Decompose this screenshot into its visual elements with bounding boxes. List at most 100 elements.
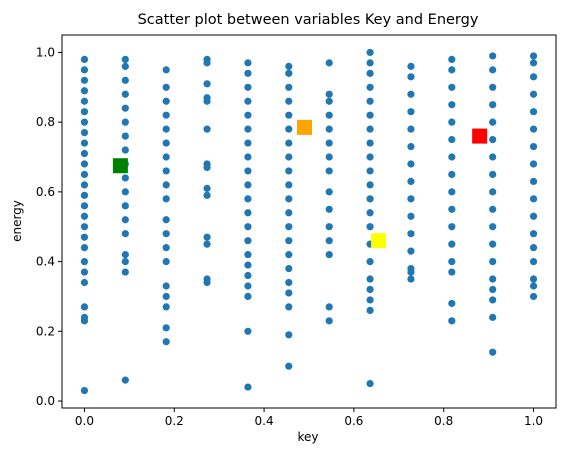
data-point — [80, 278, 89, 287]
data-point — [489, 348, 497, 356]
data-point — [121, 268, 129, 276]
data-point — [203, 184, 211, 192]
data-point — [121, 188, 129, 196]
highlight-marker — [472, 128, 488, 144]
data-point — [121, 216, 129, 224]
data-point — [325, 303, 333, 311]
data-point — [366, 296, 374, 304]
data-point — [489, 275, 497, 283]
data-point — [162, 216, 170, 224]
data-point — [489, 118, 497, 126]
data-point — [203, 80, 211, 88]
data-point — [285, 97, 293, 105]
data-point — [244, 237, 252, 245]
data-point — [366, 223, 374, 231]
data-point — [407, 142, 415, 151]
data-point — [285, 181, 293, 189]
data-point — [80, 257, 89, 266]
data-point — [162, 338, 170, 346]
data-point — [80, 149, 89, 158]
data-point — [366, 125, 374, 133]
y-tick-label: 0.2 — [36, 324, 55, 338]
data-point — [325, 167, 333, 175]
data-point — [244, 83, 252, 91]
data-point — [325, 188, 333, 196]
data-point — [285, 69, 293, 77]
data-point — [529, 160, 538, 168]
data-point — [162, 139, 170, 147]
x-tick-label: 0.8 — [434, 414, 453, 428]
data-point — [448, 170, 456, 179]
data-point — [407, 195, 415, 203]
data-point — [325, 125, 333, 133]
data-point — [325, 153, 333, 161]
data-point — [366, 153, 374, 161]
data-point — [407, 160, 415, 168]
data-point — [244, 292, 252, 301]
data-point — [244, 282, 252, 290]
data-point — [121, 55, 129, 64]
chart-title: Scatter plot between variables Key and E… — [138, 12, 479, 28]
data-point — [489, 153, 497, 161]
data-point — [529, 59, 538, 67]
x-axis-label: key — [297, 430, 318, 444]
data-point — [489, 240, 497, 248]
data-point — [407, 62, 415, 70]
data-point — [203, 160, 211, 168]
data-point — [244, 209, 252, 217]
data-point — [121, 202, 129, 210]
data-point — [203, 55, 211, 64]
data-point — [489, 188, 497, 196]
data-point — [366, 69, 374, 77]
data-point — [285, 264, 293, 273]
data-point — [489, 223, 497, 231]
data-point — [121, 118, 129, 126]
data-point — [121, 146, 129, 154]
data-point — [407, 212, 415, 220]
data-point — [489, 313, 497, 321]
data-point — [529, 257, 538, 266]
data-point — [407, 73, 415, 81]
data-point — [448, 268, 456, 276]
data-point — [325, 223, 333, 231]
y-tick-label: 1.0 — [36, 45, 55, 59]
data-point — [529, 212, 538, 220]
data-point — [448, 135, 456, 144]
data-point — [162, 257, 170, 266]
data-point — [407, 264, 415, 273]
data-point — [80, 97, 89, 105]
data-point — [529, 177, 538, 186]
data-point — [529, 108, 538, 116]
data-point — [285, 111, 293, 119]
data-point — [162, 292, 170, 301]
data-point — [244, 125, 252, 133]
data-point — [244, 181, 252, 189]
data-point — [80, 66, 89, 74]
data-point — [448, 299, 456, 308]
data-point — [121, 230, 129, 238]
data-point — [448, 240, 456, 248]
data-point — [489, 135, 497, 144]
data-point — [325, 205, 333, 213]
y-axis-label: energy — [10, 200, 24, 242]
data-point — [325, 251, 333, 259]
data-point — [448, 223, 456, 231]
data-point — [325, 97, 333, 105]
data-point — [285, 153, 293, 161]
data-point — [80, 313, 89, 321]
data-point — [448, 66, 456, 74]
data-point — [80, 76, 89, 84]
data-point — [162, 230, 170, 238]
data-point — [80, 303, 89, 311]
data-point — [366, 306, 374, 314]
data-point — [244, 97, 252, 105]
data-point — [448, 101, 456, 109]
data-point — [244, 251, 252, 259]
x-axis: 0.0 0.2 0.4 0.6 0.8 1.0 — [75, 408, 543, 428]
data-point — [80, 233, 89, 241]
data-point — [529, 52, 538, 60]
data-point — [285, 223, 293, 231]
data-point — [80, 202, 89, 210]
data-point — [325, 59, 333, 67]
